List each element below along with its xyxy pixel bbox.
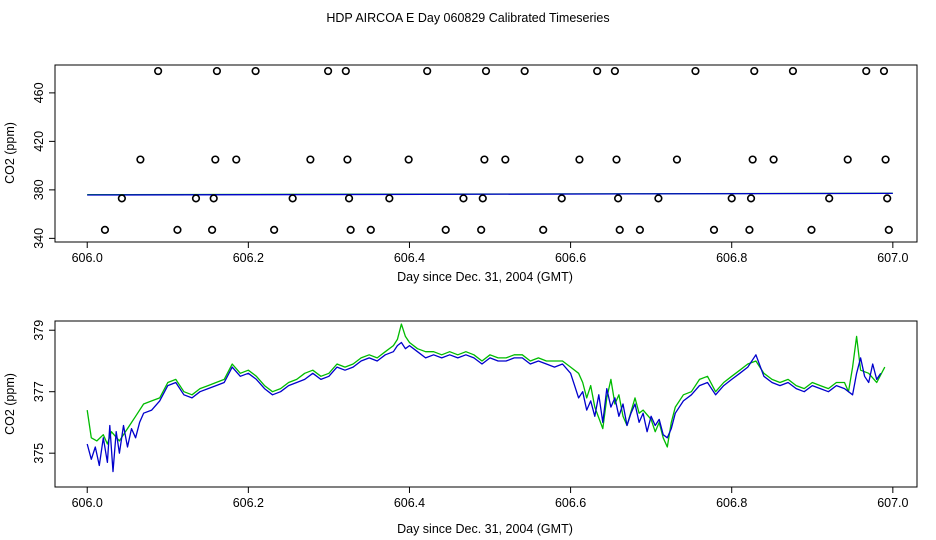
data-point	[825, 194, 834, 203]
data-point	[288, 194, 297, 203]
data-point	[385, 194, 394, 203]
y-axis-ticks: 375 377 379	[32, 320, 55, 464]
data-point	[136, 155, 145, 164]
data-point	[191, 194, 201, 203]
y-tick-label: 375	[32, 443, 46, 464]
x-tick-label: 606.6	[555, 251, 586, 265]
x-axis-ticks: 606.0 606.2 606.4 606.6 606.8 607.0	[72, 487, 909, 510]
x-tick-label: 606.8	[716, 496, 747, 510]
y-tick-label: 377	[32, 381, 46, 402]
series-line-1	[86, 323, 886, 448]
data-point	[343, 155, 352, 164]
data-point	[615, 225, 624, 234]
data-point	[270, 225, 279, 234]
data-point	[788, 66, 798, 76]
data-point	[251, 66, 260, 76]
series-line-2	[86, 341, 882, 473]
data-point	[404, 155, 413, 164]
data-point	[610, 66, 619, 76]
y-axis-label: CO2 (ppm)	[3, 122, 17, 184]
x-tick-label: 607.0	[877, 251, 908, 265]
plot-frame	[54, 64, 918, 243]
plot-frame	[54, 320, 918, 488]
x-axis-label: Day since Dec. 31, 2004 (GMT)	[397, 522, 573, 536]
data-layer	[86, 323, 886, 473]
x-tick-label: 606.4	[394, 496, 425, 510]
y-tick-label: 379	[32, 320, 46, 341]
x-axis-label: Day since Dec. 31, 2004 (GMT)	[397, 270, 573, 284]
data-point	[614, 194, 623, 203]
data-point	[423, 66, 432, 76]
y-axis-label: CO2 (ppm)	[3, 373, 17, 435]
data-point	[635, 225, 644, 234]
x-tick-label: 606.2	[233, 496, 264, 510]
data-point	[745, 225, 754, 234]
x-tick-label: 606.0	[72, 496, 103, 510]
data-point	[324, 66, 333, 76]
data-point	[480, 155, 489, 164]
data-point	[173, 225, 182, 234]
data-point	[727, 194, 736, 203]
data-point	[211, 155, 220, 164]
data-point	[593, 66, 602, 76]
data-point	[441, 225, 450, 234]
data-point	[575, 155, 584, 164]
data-point	[100, 225, 110, 234]
data-point	[557, 194, 566, 203]
data-point	[207, 225, 217, 234]
x-tick-label: 606.0	[72, 251, 103, 265]
data-point	[209, 194, 218, 203]
series-line-2	[87, 192, 893, 196]
data-point	[481, 66, 491, 76]
data-point	[117, 194, 126, 203]
data-point	[459, 194, 468, 203]
data-point	[539, 225, 548, 234]
data-point	[366, 225, 375, 234]
y-tick-label: 380	[32, 179, 46, 200]
data-point	[843, 155, 852, 164]
x-tick-label: 606.6	[555, 496, 586, 510]
panel-top-co2-scatter: 606.0 606.2 606.4 606.6 606.8 607.0 340 380 420…	[3, 64, 918, 284]
data-point	[212, 66, 222, 76]
data-point	[748, 155, 757, 164]
data-point	[478, 194, 487, 203]
data-layer	[87, 66, 893, 234]
data-point	[884, 225, 893, 234]
x-axis-ticks: 606.0 606.2 606.4 606.6 606.8 607.0	[72, 242, 909, 265]
data-point	[879, 66, 889, 76]
data-point	[501, 155, 510, 164]
data-point	[769, 155, 778, 164]
data-point	[232, 155, 241, 164]
data-point	[862, 66, 871, 76]
data-point	[709, 225, 719, 234]
data-point	[750, 66, 759, 76]
data-point	[691, 66, 700, 76]
data-point	[883, 194, 892, 203]
data-point	[672, 155, 682, 164]
data-point	[746, 194, 756, 203]
data-point	[520, 66, 529, 76]
data-point	[807, 225, 816, 234]
x-tick-label: 606.4	[394, 251, 425, 265]
y-tick-label: 460	[32, 82, 46, 103]
x-tick-label: 606.2	[233, 251, 264, 265]
data-point	[612, 155, 621, 164]
figure-title: HDP AIRCOA E Day 060829 Calibrated Times…	[326, 11, 609, 25]
y-tick-label: 420	[32, 131, 46, 152]
y-axis-ticks: 340 380 420 460	[32, 82, 55, 249]
data-point	[654, 194, 663, 203]
y-tick-label: 340	[32, 228, 46, 249]
x-tick-label: 607.0	[877, 496, 908, 510]
panel-bottom-co2-lines: 606.0 606.2 606.4 606.6 606.8 607.0 375 377 379…	[3, 320, 918, 536]
data-point	[346, 225, 355, 234]
data-point	[477, 225, 486, 234]
data-point	[341, 66, 350, 76]
x-tick-label: 606.8	[716, 251, 747, 265]
data-point	[344, 194, 354, 203]
data-point	[881, 155, 890, 164]
data-point	[306, 155, 315, 164]
data-point	[154, 66, 163, 76]
